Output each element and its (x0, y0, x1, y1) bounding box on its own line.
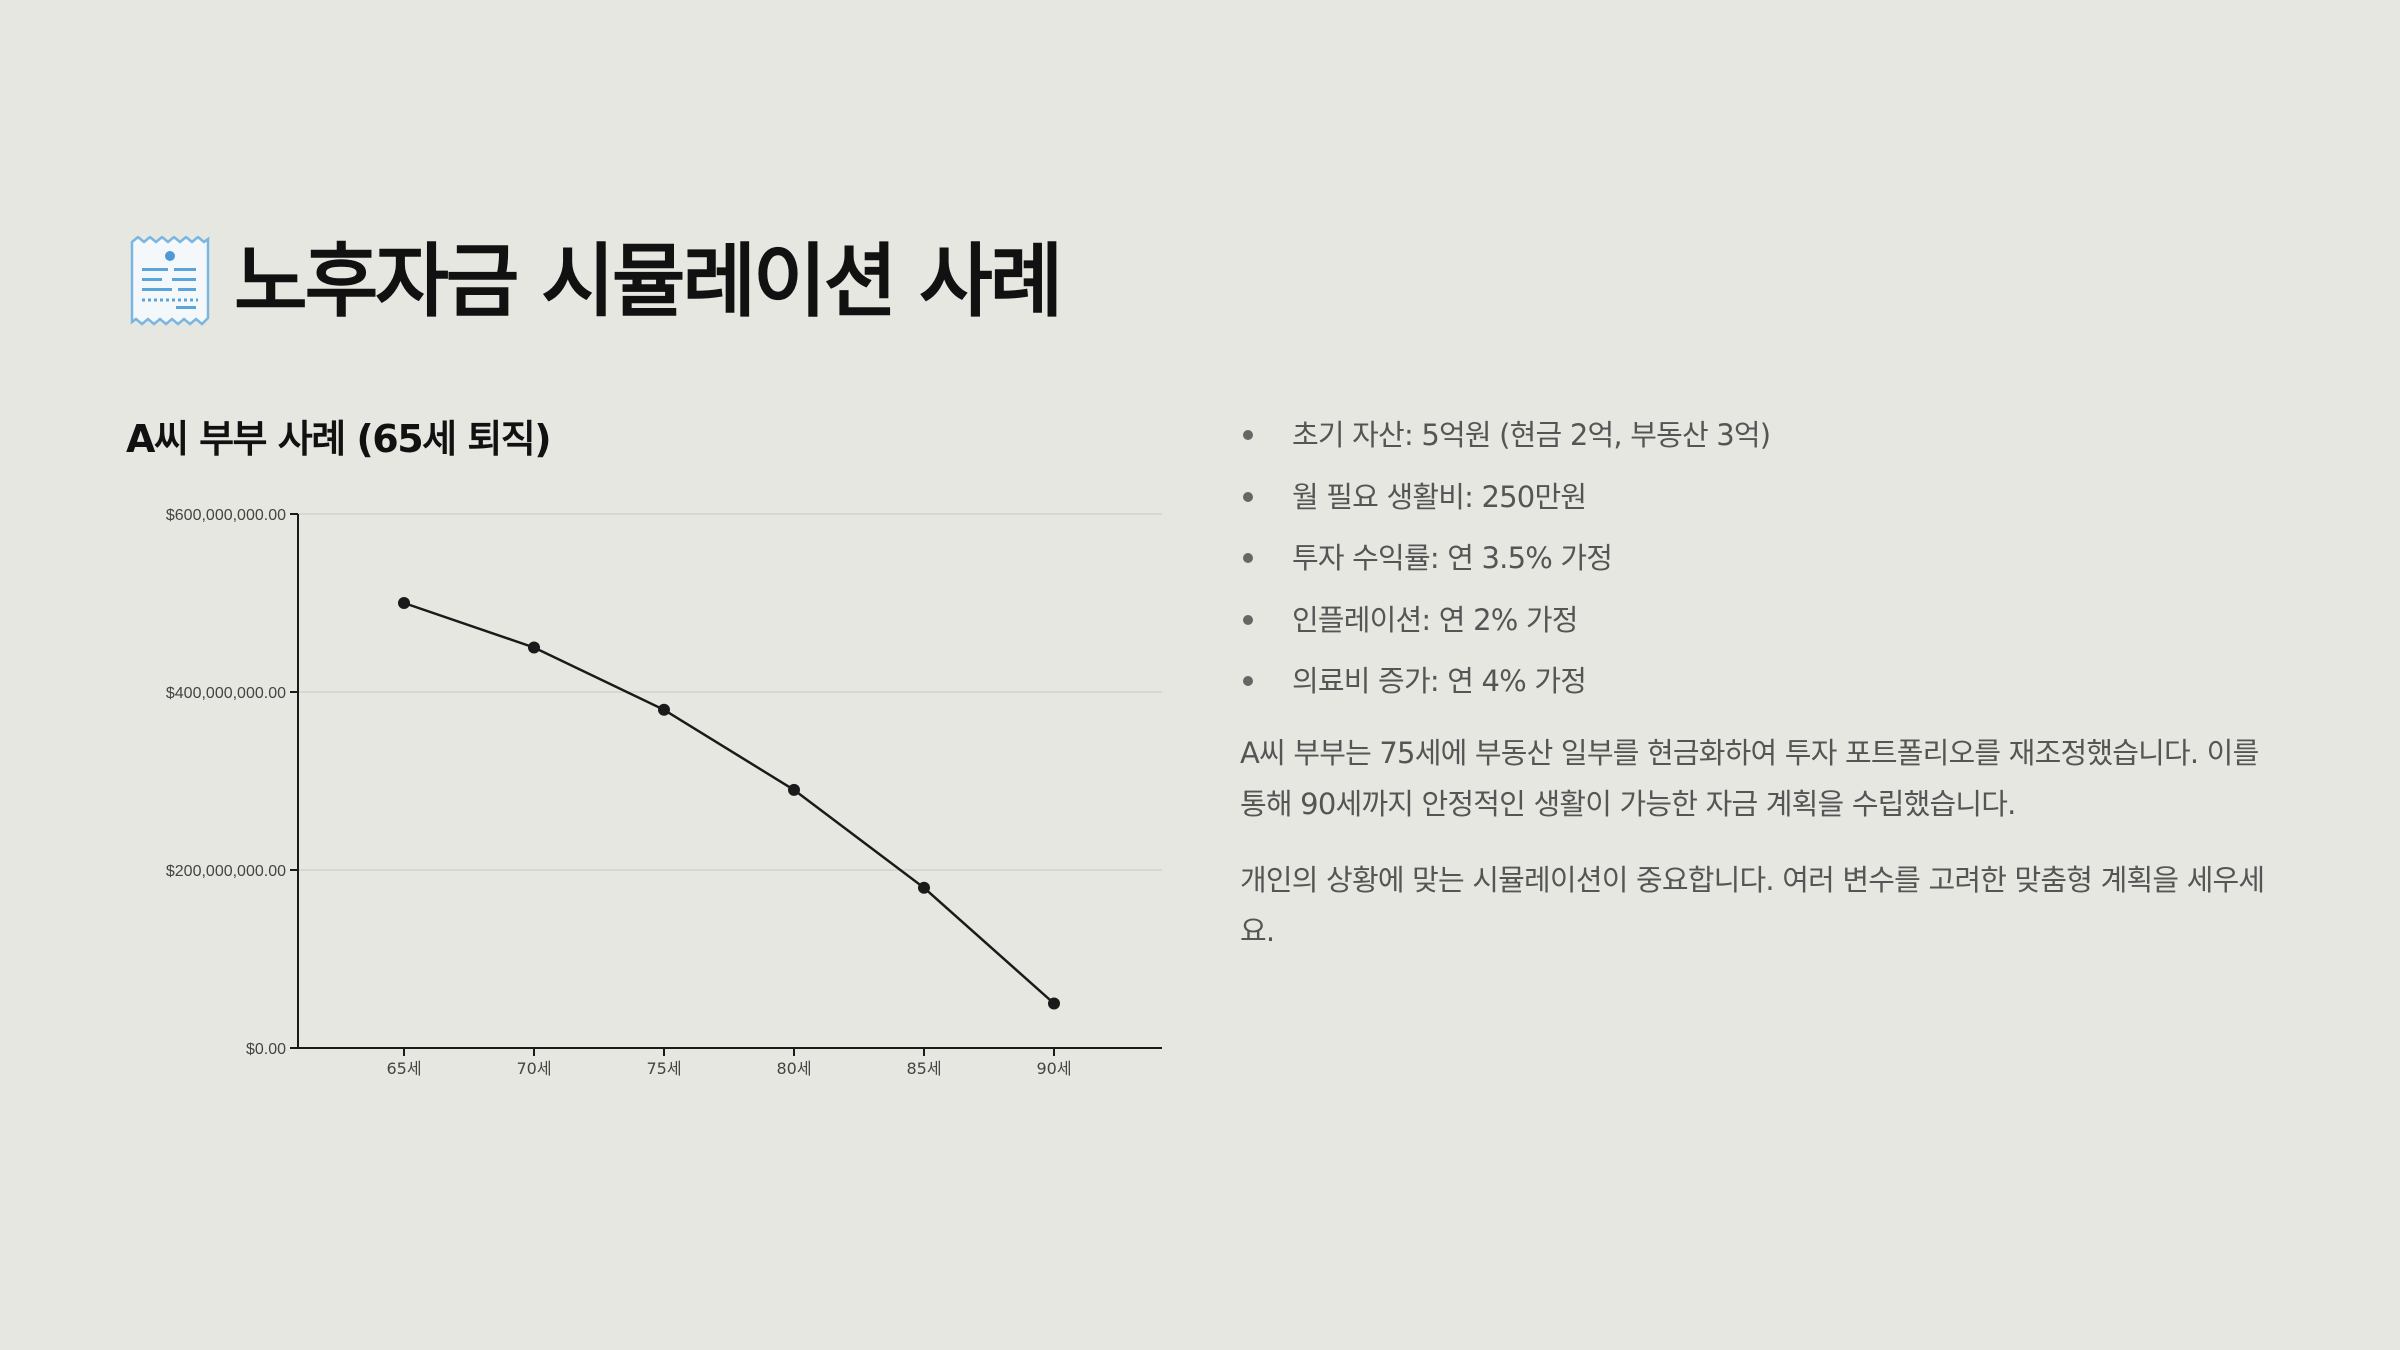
title-row: 노후자금 시뮬레이션 사례 (128, 232, 1063, 332)
x-tick-label: 70세 (516, 1059, 551, 1078)
chart-title: A씨 부부 사례 (65세 퇴직) (126, 417, 552, 461)
x-tick-label: 80세 (776, 1059, 811, 1078)
advice-paragraph: 개인의 상황에 맞는 시뮬레이션이 중요합니다. 여러 변수를 고려한 맞춤형 … (1240, 862, 2265, 948)
list-item: 투자 수익률: 연 3.5% 가정 (1240, 533, 2280, 595)
y-tick-label: $0.00 (246, 1041, 286, 1058)
data-point (1048, 997, 1060, 1010)
data-point (918, 881, 930, 894)
data-points (398, 597, 1060, 1010)
chart-gridlines (298, 513, 1162, 871)
chart-axes (290, 513, 1162, 1056)
list-item: 초기 자산: 5억원 (현금 2억, 부동산 3억) (1240, 410, 2280, 472)
details-panel: 초기 자산: 5억원 (현금 2억, 부동산 3억) 월 필요 생활비: 250… (1240, 410, 2280, 957)
data-point (658, 703, 670, 716)
series-line (403, 601, 1055, 1005)
x-tick-label: 85세 (906, 1059, 941, 1078)
receipt-icon (130, 236, 210, 326)
bullet-dot (1243, 430, 1253, 440)
data-point (788, 783, 800, 796)
y-tick-labels: $0.00 $200,000,000.00 $400,000,000.00 $600,… (166, 507, 286, 1058)
list-item-text: 초기 자산: 5억원 (현금 2억, 부동산 3억) (1292, 418, 1771, 452)
page-title: 노후자금 시뮬레이션 사례 (234, 235, 1063, 328)
y-tick-label: $200,000,000.00 (166, 863, 286, 880)
bullet-dot (1243, 614, 1253, 625)
bullet-dot (1243, 491, 1253, 502)
list-item-text: 투자 수익률: 연 3.5% 가정 (1292, 541, 1613, 575)
summary-paragraph: A씨 부부는 75세에 부동산 일부를 현금화하여 투자 포트폴리오를 재조정했… (1240, 735, 2259, 821)
data-point (528, 641, 540, 654)
list-item-text: 월 필요 생활비: 250만원 (1292, 479, 1587, 514)
bullet-dot (1243, 553, 1253, 563)
list-item: 의료비 증가: 연 4% 가정 (1240, 656, 2280, 718)
line-chart: $0.00 $200,000,000.00 $400,000,000.00 $600,… (166, 507, 1162, 1078)
data-point (398, 597, 410, 609)
x-tick-label: 90세 (1036, 1059, 1071, 1078)
assumption-list: 초기 자산: 5억원 (현금 2억, 부동산 3억) 월 필요 생활비: 250… (1240, 410, 2280, 718)
bullet-dot (1243, 676, 1253, 686)
list-item-text: 의료비 증가: 연 4% 가정 (1292, 664, 1587, 698)
y-tick-label: $400,000,000.00 (166, 685, 286, 702)
x-tick-labels: 65세 70세 75세 80세 85세 90세 (386, 1059, 1071, 1078)
x-tick-label: 65세 (386, 1059, 421, 1078)
list-item-text: 인플레이션: 연 2% 가정 (1292, 602, 1578, 637)
list-item: 월 필요 생활비: 250만원 (1240, 472, 2280, 534)
list-item: 인플레이션: 연 2% 가정 (1240, 595, 2280, 657)
y-tick-label: $600,000,000.00 (166, 507, 286, 524)
x-tick-label: 75세 (646, 1059, 681, 1078)
